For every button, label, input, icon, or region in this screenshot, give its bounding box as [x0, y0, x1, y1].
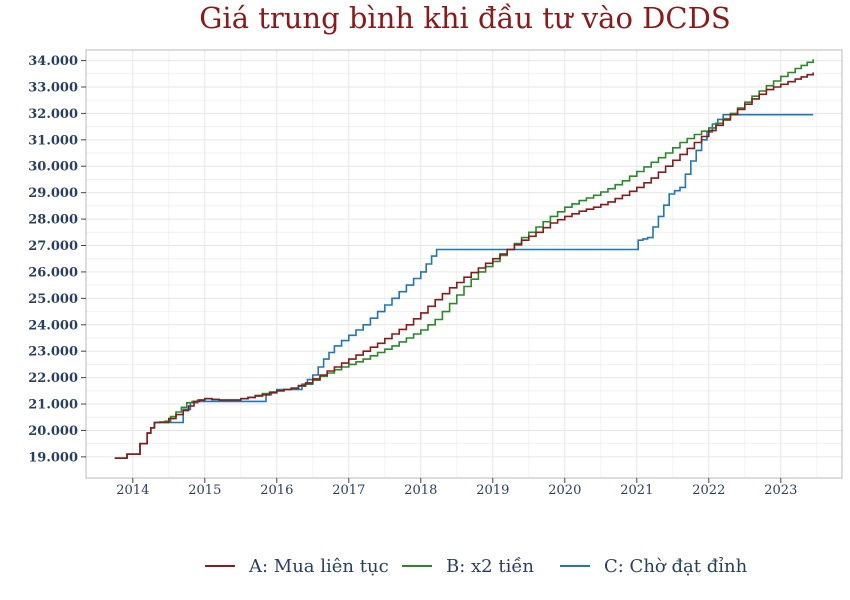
y-tick-label: 27.000: [28, 239, 78, 254]
x-tick-label: 2018: [404, 483, 437, 498]
plot-frame: [85, 49, 843, 479]
y-tick-label: 29.000: [28, 186, 78, 201]
x-tick-label: 2017: [332, 483, 365, 498]
legend-label: A: Mua liên tục: [248, 556, 389, 577]
y-tick-label: 28.000: [28, 213, 78, 228]
legend-item: B: x2 tiền: [402, 556, 534, 577]
series-line-3: [114, 113, 814, 459]
y-tick-label: 31.000: [28, 133, 78, 148]
legend-label: B: x2 tiền: [446, 556, 534, 577]
x-tick-label: 2023: [764, 483, 797, 498]
chart-title: Giá trung bình khi đầu tư vào DCDS: [199, 1, 730, 35]
y-tick-label: 21.000: [28, 398, 78, 413]
y-tick-label: 20.000: [28, 424, 78, 439]
y-axis-ticks: 19.000 20.000 21.000 22.000 23.000 24.000 25.0…: [28, 54, 86, 465]
y-tick-label: 26.000: [28, 265, 78, 280]
series-line-1: [114, 72, 814, 459]
y-tick-label: 30.000: [28, 160, 78, 175]
x-tick-label: 2021: [620, 483, 653, 498]
y-tick-label: 34.000: [28, 54, 78, 69]
y-tick-label: 23.000: [28, 345, 78, 360]
x-tick-label: 2015: [188, 483, 221, 498]
x-tick-label: 2016: [260, 483, 293, 498]
x-axis-ticks: 2014 2015 2016 2017 2018 2019 2020 2021 2022 2023: [116, 478, 797, 498]
x-tick-label: 2019: [476, 483, 509, 498]
y-tick-label: 24.000: [28, 318, 78, 333]
y-tick-label: 19.000: [28, 450, 78, 465]
y-tick-label: 25.000: [28, 292, 78, 307]
legend-item: A: Mua liên tục: [205, 556, 389, 577]
x-tick-label: 2014: [116, 483, 149, 498]
series-layer: [114, 59, 814, 459]
legend-item: C: Chờ đạt đỉnh: [560, 556, 748, 577]
y-tick-label: 32.000: [28, 107, 78, 122]
grid-layer: [86, 50, 842, 478]
legend: A: Mua liên tục B: x2 tiền C: Chờ đạt đỉnh: [205, 556, 748, 577]
y-tick-label: 22.000: [28, 371, 78, 386]
x-tick-label: 2022: [692, 483, 725, 498]
x-tick-label: 2020: [548, 483, 581, 498]
legend-label: C: Chờ đạt đỉnh: [604, 556, 748, 577]
y-tick-label: 33.000: [28, 80, 78, 95]
